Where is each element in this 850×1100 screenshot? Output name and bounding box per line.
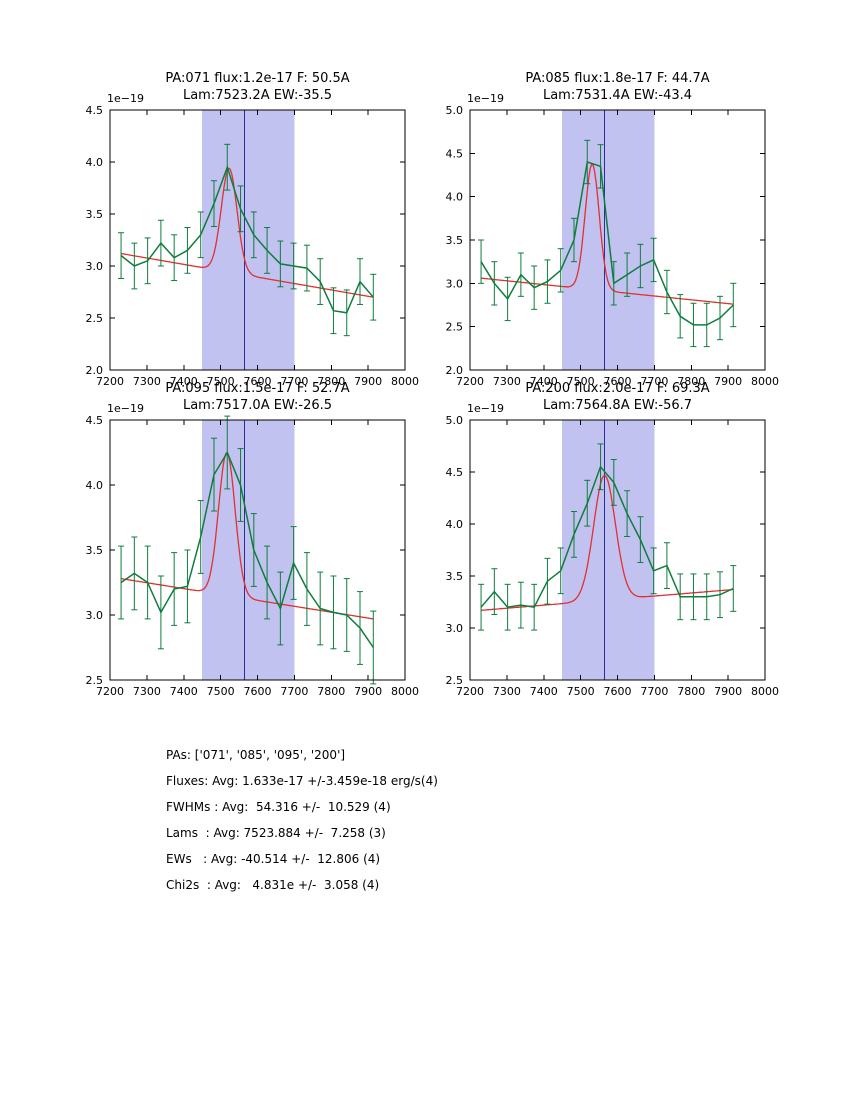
subplot-pa-071: PA:071 flux:1.2e-17 F: 50.5A Lam:7523.2A… [55, 60, 435, 405]
subplot-title-line1: PA:085 flux:1.8e-17 F: 44.7A [525, 71, 710, 86]
svg-text:7700: 7700 [280, 375, 308, 388]
svg-text:3.0: 3.0 [86, 609, 104, 622]
svg-text:7600: 7600 [244, 375, 272, 388]
summary-fluxes: Fluxes: Avg: 1.633e-17 +/-3.459e-18 erg/… [166, 774, 438, 788]
svg-text:2.0: 2.0 [446, 364, 464, 377]
svg-text:2.0: 2.0 [86, 364, 104, 377]
svg-text:7400: 7400 [530, 685, 558, 698]
subplot-title-line2: Lam:7531.4A EW:-43.4 [542, 88, 693, 103]
svg-text:4.0: 4.0 [446, 518, 464, 531]
svg-text:7200: 7200 [456, 685, 484, 698]
svg-text:8000: 8000 [391, 375, 419, 388]
y-axis-offset-label: 1e−19 [467, 402, 504, 415]
svg-text:7200: 7200 [96, 685, 124, 698]
svg-text:3.0: 3.0 [446, 277, 464, 290]
svg-text:3.5: 3.5 [446, 570, 464, 583]
summary-pas: PAs: ['071', '085', '095', '200'] [166, 748, 346, 762]
summary-fwhms: FWHMs : Avg: 54.316 +/- 10.529 (4) [166, 800, 391, 814]
svg-text:3.5: 3.5 [86, 208, 104, 221]
svg-text:5.0: 5.0 [446, 104, 464, 117]
svg-text:4.0: 4.0 [86, 479, 104, 492]
plot-canvas-pa-085: 7200 7300 7400 7500 7600 7700 7800 7900 8000 2.0 2… [446, 104, 780, 388]
svg-text:7800: 7800 [317, 375, 345, 388]
svg-text:7500: 7500 [207, 375, 235, 388]
svg-text:7800: 7800 [677, 685, 705, 698]
svg-text:7700: 7700 [640, 375, 668, 388]
y-axis-offset-label: 1e−19 [467, 92, 504, 105]
svg-text:7300: 7300 [493, 685, 521, 698]
svg-text:7400: 7400 [530, 375, 558, 388]
summary-stats: PAs: ['071', '085', '095', '200'] Fluxes… [166, 742, 438, 898]
plot-canvas-pa-095: 7200 7300 7400 7500 7600 7700 7800 7900 8000 2.5 3… [86, 414, 420, 698]
svg-text:7500: 7500 [567, 685, 595, 698]
subplot-pa-200: PA:200 flux:2.0e-17 F: 69.3A Lam:7564.8A… [415, 370, 795, 715]
subplot-title: PA:095 flux:1.5e-17 F: 52.7A Lam:7517.0A… [110, 380, 405, 414]
svg-text:7500: 7500 [207, 685, 235, 698]
svg-text:7600: 7600 [604, 375, 632, 388]
svg-text:7900: 7900 [714, 685, 742, 698]
svg-text:7600: 7600 [244, 685, 272, 698]
svg-text:3.5: 3.5 [446, 234, 464, 247]
subplot-pa-095: PA:095 flux:1.5e-17 F: 52.7A Lam:7517.0A… [55, 370, 435, 715]
svg-text:5.0: 5.0 [446, 414, 464, 427]
svg-text:7300: 7300 [133, 375, 161, 388]
svg-text:4.5: 4.5 [446, 466, 464, 479]
svg-text:2.5: 2.5 [446, 674, 464, 687]
svg-text:7500: 7500 [567, 375, 595, 388]
svg-text:4.5: 4.5 [446, 147, 464, 160]
plot-canvas-pa-200: 7200 7300 7400 7500 7600 7700 7800 7900 8000 2.5 3… [446, 414, 780, 698]
svg-text:7900: 7900 [714, 375, 742, 388]
subplot-title: PA:200 flux:2.0e-17 F: 69.3A Lam:7564.8A… [470, 380, 765, 414]
svg-text:7200: 7200 [96, 375, 124, 388]
svg-text:8000: 8000 [751, 375, 779, 388]
subplot-title-line1: PA:071 flux:1.2e-17 F: 50.5A [165, 71, 350, 86]
y-axis-offset-label: 1e−19 [107, 402, 144, 415]
summary-ews: EWs : Avg: -40.514 +/- 12.806 (4) [166, 852, 381, 866]
summary-chi2s: Chi2s : Avg: 4.831e +/- 3.058 (4) [166, 878, 380, 892]
svg-text:2.5: 2.5 [86, 312, 104, 325]
svg-text:7800: 7800 [677, 375, 705, 388]
subplot-title: PA:071 flux:1.2e-17 F: 50.5A Lam:7523.2A… [110, 70, 405, 104]
subplot-title-line1: PA:095 flux:1.5e-17 F: 52.7A [165, 381, 350, 396]
svg-text:7700: 7700 [280, 685, 308, 698]
svg-text:7700: 7700 [640, 685, 668, 698]
summary-lams: Lams : Avg: 7523.884 +/- 7.258 (3) [166, 826, 386, 840]
svg-text:7200: 7200 [456, 375, 484, 388]
plot-canvas-pa-071: 7200 7300 7400 7500 7600 7700 7800 7900 8000 2.0 2… [86, 104, 420, 388]
svg-text:3.0: 3.0 [446, 622, 464, 635]
svg-text:8000: 8000 [751, 685, 779, 698]
subplot-pa-085: PA:085 flux:1.8e-17 F: 44.7A Lam:7531.4A… [415, 60, 795, 405]
svg-text:3.5: 3.5 [86, 544, 104, 557]
svg-text:7600: 7600 [604, 685, 632, 698]
subplot-title-line2: Lam:7517.0A EW:-26.5 [182, 398, 333, 413]
svg-text:4.5: 4.5 [86, 414, 104, 427]
svg-text:2.5: 2.5 [446, 321, 464, 334]
subplot-title-line1: PA:200 flux:2.0e-17 F: 69.3A [525, 381, 710, 396]
svg-text:4.0: 4.0 [446, 191, 464, 204]
svg-text:7300: 7300 [133, 685, 161, 698]
svg-text:2.5: 2.5 [86, 674, 104, 687]
svg-text:4.0: 4.0 [86, 156, 104, 169]
svg-text:7400: 7400 [170, 375, 198, 388]
svg-text:7900: 7900 [354, 375, 382, 388]
svg-text:7300: 7300 [493, 375, 521, 388]
svg-text:7800: 7800 [317, 685, 345, 698]
svg-text:7900: 7900 [354, 685, 382, 698]
subplot-title: PA:085 flux:1.8e-17 F: 44.7A Lam:7531.4A… [470, 70, 765, 104]
subplot-title-line2: Lam:7564.8A EW:-56.7 [542, 398, 693, 413]
y-axis-offset-label: 1e−19 [107, 92, 144, 105]
svg-text:3.0: 3.0 [86, 260, 104, 273]
svg-text:8000: 8000 [391, 685, 419, 698]
svg-text:4.5: 4.5 [86, 104, 104, 117]
subplot-title-line2: Lam:7523.2A EW:-35.5 [182, 88, 333, 103]
svg-text:7400: 7400 [170, 685, 198, 698]
